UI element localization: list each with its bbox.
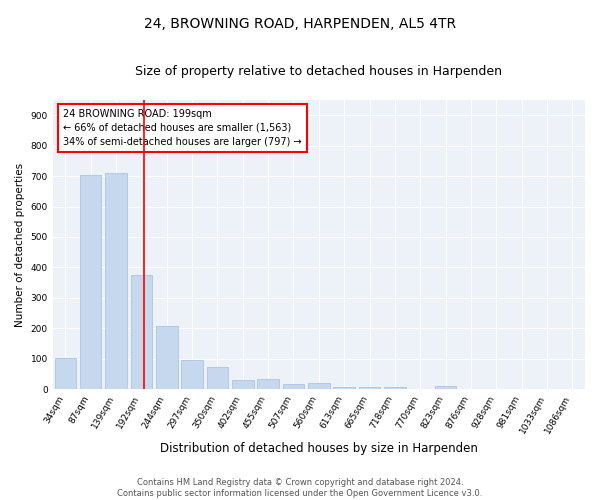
Bar bbox=[359, 387, 380, 389]
X-axis label: Distribution of detached houses by size in Harpenden: Distribution of detached houses by size … bbox=[160, 442, 478, 455]
Text: Contains HM Land Registry data © Crown copyright and database right 2024.
Contai: Contains HM Land Registry data © Crown c… bbox=[118, 478, 482, 498]
Bar bbox=[232, 380, 254, 389]
Bar bbox=[334, 387, 355, 389]
Bar bbox=[156, 326, 178, 389]
Bar bbox=[55, 358, 76, 389]
Bar bbox=[80, 175, 101, 389]
Bar bbox=[435, 386, 457, 389]
Bar bbox=[308, 383, 329, 389]
Bar bbox=[257, 379, 279, 389]
Text: 24, BROWNING ROAD, HARPENDEN, AL5 4TR: 24, BROWNING ROAD, HARPENDEN, AL5 4TR bbox=[144, 18, 456, 32]
Bar bbox=[283, 384, 304, 389]
Bar bbox=[181, 360, 203, 389]
Bar bbox=[206, 368, 228, 389]
Bar bbox=[131, 275, 152, 389]
Bar bbox=[105, 173, 127, 389]
Title: Size of property relative to detached houses in Harpenden: Size of property relative to detached ho… bbox=[136, 65, 502, 78]
Bar bbox=[384, 387, 406, 389]
Text: 24 BROWNING ROAD: 199sqm
← 66% of detached houses are smaller (1,563)
34% of sem: 24 BROWNING ROAD: 199sqm ← 66% of detach… bbox=[64, 108, 302, 146]
Y-axis label: Number of detached properties: Number of detached properties bbox=[15, 162, 25, 326]
